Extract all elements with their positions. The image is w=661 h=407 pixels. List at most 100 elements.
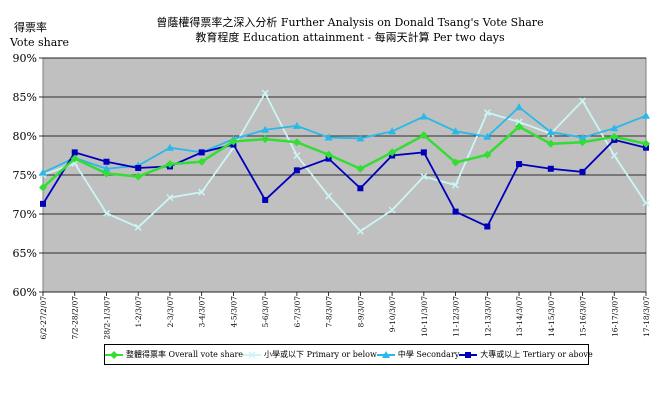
x-tick-label: 26/2-27/2/07 (39, 296, 48, 340)
data-point-3 (262, 196, 269, 203)
x-tick-label: 4-5/3/07 (229, 296, 238, 328)
y-axis-label-en: Vote share (10, 36, 70, 49)
data-point-3 (516, 161, 523, 168)
legend-swatch (105, 350, 123, 359)
series-line-1 (42, 91, 647, 233)
y-tick-label: 90% (13, 52, 37, 65)
data-point-3 (357, 185, 364, 192)
data-point-3 (71, 149, 78, 156)
data-point-3 (484, 223, 491, 230)
y-axis-label-zh: 得票率 (14, 21, 47, 34)
data-point-3 (420, 149, 427, 156)
legend-swatch (243, 350, 262, 359)
data-point-2 (419, 112, 428, 120)
data-point-3 (579, 168, 586, 175)
x-tick-label: 3-4/3/07 (198, 296, 207, 328)
y-tick-label: 80% (13, 130, 37, 143)
data-point-1 (388, 206, 396, 214)
x-tick-label: 16-17/3/07 (610, 296, 619, 337)
chart-legend: 整體得票率 Overall vote share 小學或以下 Primary or… (104, 344, 593, 365)
legend-swatch (459, 351, 478, 358)
data-point-2 (515, 103, 524, 111)
data-point-2 (165, 143, 174, 151)
data-point-2 (39, 168, 47, 176)
legend-item: 小學或以下 Primary or below (243, 349, 377, 360)
y-tick-label: 60% (13, 286, 37, 299)
data-point-3 (198, 149, 205, 156)
chart-title: 曾蔭權得票率之深入分析 Further Analysis on Donald T… (156, 16, 544, 29)
data-point-1 (134, 223, 142, 231)
data-point-0 (388, 148, 397, 157)
series-line-2 (42, 105, 647, 174)
data-point-0 (610, 132, 619, 141)
data-point-2 (610, 124, 619, 132)
x-tick-label: 15-16/3/07 (579, 296, 588, 337)
data-point-0 (515, 122, 524, 131)
x-tick-label: 8-9/3/07 (356, 296, 365, 328)
data-point-2 (261, 125, 270, 133)
data-point-3 (103, 158, 110, 165)
x-tick-label: 28/2-1/3/07 (102, 296, 111, 340)
data-point-0 (292, 138, 301, 147)
data-point-2 (546, 128, 555, 136)
data-point-0 (356, 164, 365, 173)
legend-swatch (376, 350, 395, 358)
x-tick-label: 5-6/3/07 (261, 296, 270, 328)
x-tick-label: 14-15/3/07 (547, 296, 556, 337)
data-point-2 (292, 121, 301, 129)
x-tick-label: 7-8/3/07 (325, 296, 334, 328)
data-point-1 (198, 188, 206, 196)
data-point-2 (578, 133, 587, 141)
data-point-1 (102, 209, 111, 217)
x-tick-label: 13-14/3/07 (515, 296, 524, 337)
data-point-2 (483, 132, 492, 140)
x-tick-label: 27/2-28/2/07 (71, 296, 80, 340)
data-point-2 (102, 164, 111, 172)
data-point-1 (293, 151, 301, 160)
data-point-1 (452, 181, 460, 189)
data-point-1 (261, 89, 269, 97)
data-point-0 (229, 137, 238, 146)
data-point-3 (452, 208, 459, 215)
legend-label: 小學或以下 Primary or below (264, 350, 377, 359)
x-tick-label: 2-3/3/07 (166, 296, 175, 328)
x-tick-label: 11-12/3/07 (452, 296, 461, 337)
data-point-0 (546, 139, 555, 148)
data-point-0 (70, 154, 79, 163)
data-point-0 (451, 158, 460, 167)
chart-subtitle: 教育程度 Education attainment - 每兩天計算 Per tw… (195, 31, 505, 44)
data-point-2 (451, 127, 460, 135)
data-point-3 (40, 200, 46, 207)
data-point-2 (642, 111, 650, 119)
data-point-1 (166, 194, 174, 202)
data-point-0 (261, 135, 270, 144)
legend-item: 中學 Secondary (376, 349, 460, 360)
y-tick-label: 85% (13, 91, 37, 104)
data-point-1 (325, 192, 333, 200)
data-point-1 (642, 199, 650, 207)
data-point-2 (356, 134, 365, 142)
data-point-0 (102, 169, 111, 178)
series-line-3 (42, 138, 647, 228)
data-point-1 (515, 118, 523, 126)
data-point-0 (578, 138, 587, 147)
y-tick-label: 70% (13, 208, 37, 221)
data-point-0 (39, 183, 47, 192)
x-tick-label: 12-13/3/07 (483, 296, 492, 337)
data-point-1 (578, 97, 587, 105)
line-chart: 60% 65% 70% 75% 80% 85% 90% 26/2-27/2/07 27/2-28… (13, 52, 651, 340)
legend-label: 整體得票率 Overall vote share (126, 350, 244, 359)
x-tick-label: 17-18/3/07 (642, 296, 651, 337)
data-point-0 (642, 139, 650, 148)
data-point-0 (419, 131, 428, 140)
data-point-3 (547, 165, 554, 172)
data-point-1 (356, 227, 364, 235)
data-point-0 (165, 160, 174, 169)
data-point-0 (134, 172, 143, 181)
legend-item: 大專或以上 Tertiary or above (459, 349, 593, 360)
data-point-1 (610, 151, 618, 160)
x-tick-label: 9-10/3/07 (388, 296, 397, 332)
x-tick-label: 1-2/3/07 (134, 296, 143, 328)
legend-label: 中學 Secondary (397, 350, 460, 359)
data-point-0 (197, 157, 206, 166)
